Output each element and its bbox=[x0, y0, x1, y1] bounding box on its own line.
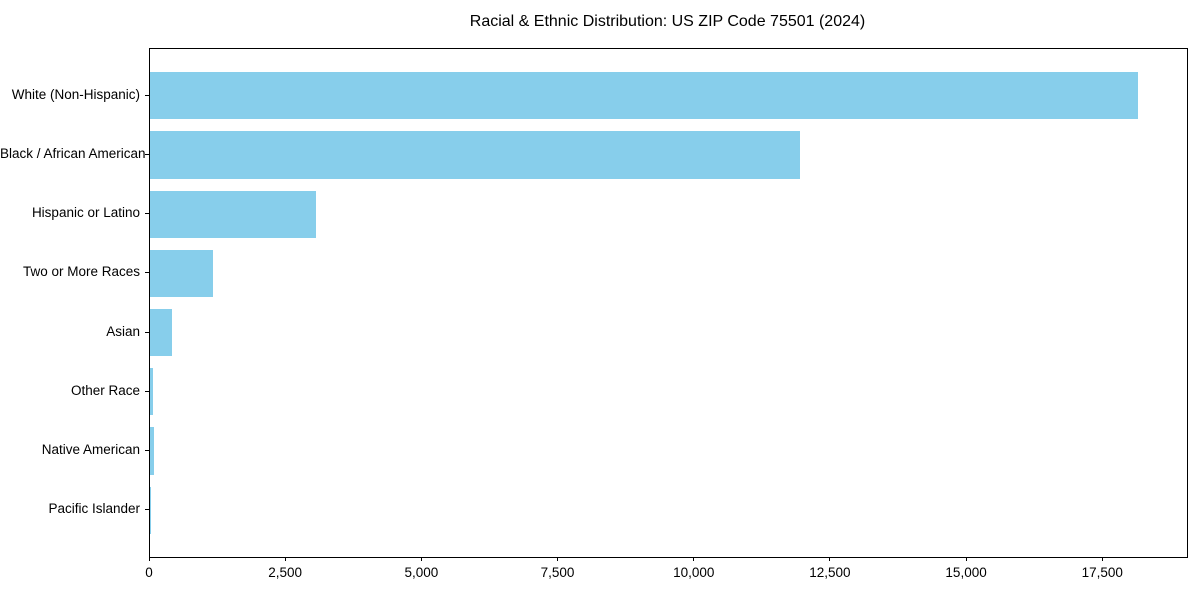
bar-pacific-islander bbox=[150, 486, 151, 534]
plot-area bbox=[149, 48, 1188, 558]
y-axis-tick bbox=[145, 450, 149, 452]
x-axis-tick-label: 12,500 bbox=[809, 565, 851, 580]
bar-other-race bbox=[150, 368, 154, 416]
x-axis-tick bbox=[284, 557, 286, 561]
y-axis-tick bbox=[145, 509, 149, 511]
x-axis-tick bbox=[420, 557, 422, 561]
y-axis-label: White (Non-Hispanic) bbox=[11, 86, 140, 102]
x-axis-tick-label: 10,000 bbox=[673, 565, 715, 580]
x-axis-tick bbox=[965, 557, 967, 561]
y-axis-tick bbox=[145, 94, 149, 96]
y-axis-label: Asian bbox=[106, 323, 140, 339]
bar-white-non-hispanic bbox=[150, 72, 1138, 120]
bar-asian bbox=[150, 308, 173, 357]
x-axis-tick bbox=[829, 557, 831, 561]
bar-black-african-american bbox=[150, 131, 800, 179]
x-axis-tick bbox=[557, 557, 559, 561]
bar-hispanic-or-latino bbox=[150, 190, 317, 238]
x-axis-tick-label: 2,500 bbox=[268, 565, 303, 580]
y-axis-label: Pacific Islander bbox=[48, 501, 140, 517]
x-axis-tick-label: 0 bbox=[145, 565, 153, 580]
y-axis-tick bbox=[145, 153, 149, 155]
x-axis-tick bbox=[148, 557, 150, 561]
y-axis-tick bbox=[145, 272, 149, 274]
x-axis-tick bbox=[1101, 557, 1103, 561]
y-axis-label: Two or More Races bbox=[22, 264, 140, 280]
x-axis-tick-label: 7,500 bbox=[540, 565, 575, 580]
x-axis-tick-label: 5,000 bbox=[404, 565, 439, 580]
x-axis-tick-label: 17,500 bbox=[1081, 565, 1123, 580]
x-axis-tick-label: 15,000 bbox=[945, 565, 987, 580]
x-axis-tick bbox=[693, 557, 695, 561]
y-axis-label: Other Race bbox=[70, 382, 140, 398]
y-axis-label: Black / African American bbox=[0, 145, 146, 161]
y-axis-tick bbox=[145, 331, 149, 333]
y-axis-label: Hispanic or Latino bbox=[31, 205, 140, 221]
y-axis-label: Native American bbox=[41, 442, 140, 458]
y-axis-tick bbox=[145, 213, 149, 215]
bar-two-or-more-races bbox=[150, 249, 214, 298]
chart-title: Racial & Ethnic Distribution: US ZIP Cod… bbox=[469, 13, 866, 30]
y-axis-tick bbox=[145, 390, 149, 392]
bar-native-american bbox=[150, 427, 155, 475]
